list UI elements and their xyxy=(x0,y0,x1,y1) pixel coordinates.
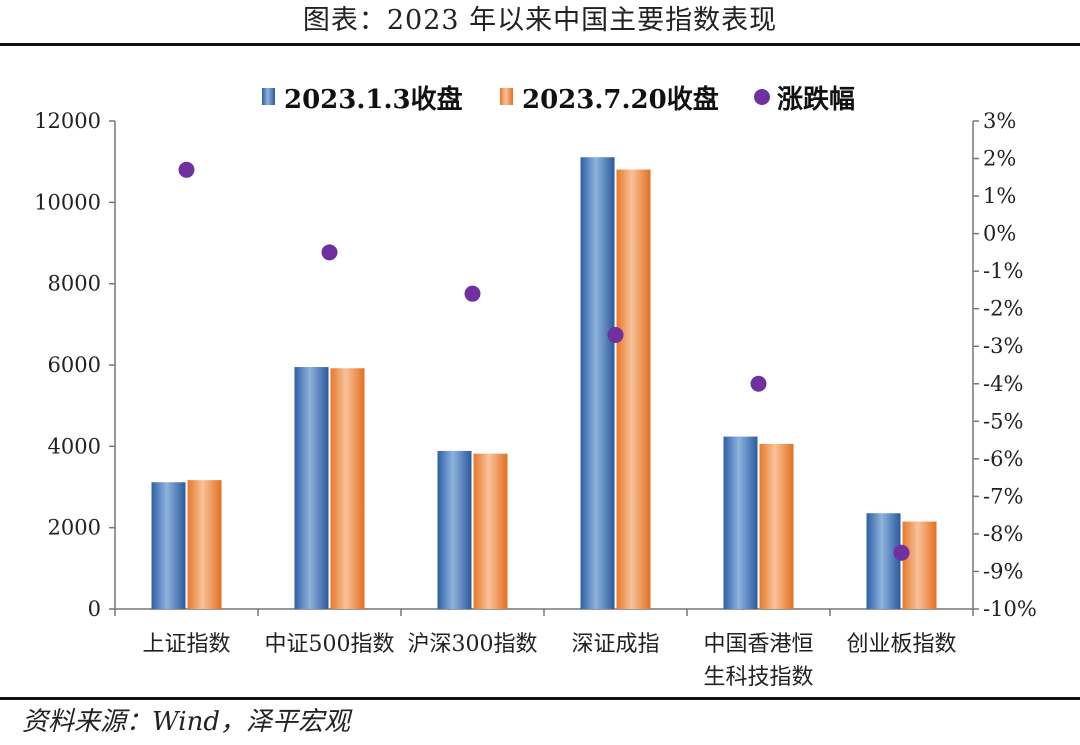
change-point xyxy=(607,326,624,343)
right-tick-label: -4% xyxy=(983,372,1023,396)
left-tick-label: 0 xyxy=(88,597,101,621)
top-rule xyxy=(0,43,1080,46)
bar-2023-07-20 xyxy=(187,480,222,609)
bar-2023-01-03 xyxy=(866,513,901,609)
category-label: 深证成指 xyxy=(571,632,659,657)
category-label: 中证500指数 xyxy=(265,632,395,657)
category-label: 中国香港恒 xyxy=(703,632,813,657)
bottom-rule xyxy=(0,697,1080,700)
left-tick-label: 6000 xyxy=(48,353,101,377)
right-tick-label: 2% xyxy=(983,147,1016,171)
right-tick-label: 3% xyxy=(983,109,1016,133)
bar-2023-07-20 xyxy=(616,169,651,610)
legend-label: 2023.7.20收盘 xyxy=(522,84,719,115)
bar-2023-01-03 xyxy=(723,436,758,609)
left-tick-label: 12000 xyxy=(34,109,101,133)
bar-2023-07-20 xyxy=(759,443,794,609)
category-label: 创业板指数 xyxy=(846,632,956,657)
right-tick-label: 1% xyxy=(983,184,1016,208)
right-tick-label: -7% xyxy=(983,484,1023,508)
category-label: 生科技指数 xyxy=(703,665,813,690)
right-tick-label: -2% xyxy=(983,297,1023,321)
bar-2023-01-03 xyxy=(580,157,615,609)
change-point xyxy=(750,375,767,392)
left-tick-label: 10000 xyxy=(34,190,101,214)
bar-2023-07-20 xyxy=(330,368,365,609)
legend-label: 涨跌幅 xyxy=(777,85,855,115)
category-label: 上证指数 xyxy=(142,632,230,657)
left-tick-label: 2000 xyxy=(48,516,101,540)
change-point xyxy=(464,285,481,302)
right-tick-label: -3% xyxy=(983,334,1023,358)
change-point xyxy=(893,544,910,561)
index-performance-chart: 2023.1.3收盘 2023.7.20收盘 涨跌幅 0 2000 4000 6000 80… xyxy=(34,84,1037,690)
right-tick-label: -6% xyxy=(983,447,1023,471)
bar-2023-01-03 xyxy=(151,482,186,609)
right-tick-label: -9% xyxy=(983,559,1023,583)
source-note: 资料来源：Wind，泽平宏观 xyxy=(22,707,350,737)
legend-label: 2023.1.3收盘 xyxy=(284,84,463,115)
right-tick-label: -1% xyxy=(983,259,1023,283)
left-tick-label: 4000 xyxy=(48,434,101,458)
legend-swatch xyxy=(500,88,513,105)
figure-title: 图表：2023 年以来中国主要指数表现 xyxy=(302,5,778,36)
legend-swatch xyxy=(262,88,275,105)
change-point xyxy=(178,161,195,178)
change-point xyxy=(321,244,338,261)
category-label: 沪深300指数 xyxy=(408,632,538,657)
right-tick-label: -8% xyxy=(983,522,1023,546)
right-tick-label: -10% xyxy=(983,597,1037,621)
chart-legend: 2023.1.3收盘 2023.7.20收盘 涨跌幅 xyxy=(262,84,855,115)
right-tick-label: 0% xyxy=(983,222,1016,246)
legend-swatch xyxy=(754,89,770,105)
bar-2023-07-20 xyxy=(473,453,508,609)
bar-2023-01-03 xyxy=(294,367,329,609)
right-tick-label: -5% xyxy=(983,409,1023,433)
bar-2023-01-03 xyxy=(437,450,472,609)
left-tick-label: 8000 xyxy=(48,272,101,296)
bar-2023-07-20 xyxy=(902,521,937,609)
